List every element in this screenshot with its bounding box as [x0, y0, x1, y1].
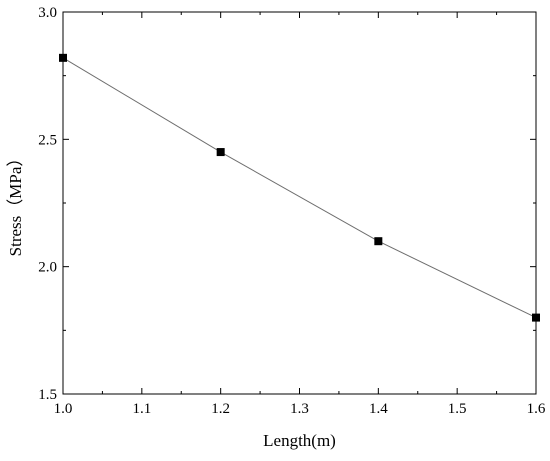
- series-line: [62, 57, 537, 319]
- data-point-marker: [216, 148, 225, 157]
- y-axis-label: Stress（MPa）: [6, 150, 25, 257]
- x-tick-label: 1.4: [369, 401, 388, 417]
- x-axis-ticks: 1.0 1.1 1.2 1.3 1.4 1.5 1.6: [54, 12, 546, 417]
- y-axis-ticks: 1.5 2.0 2.5 3.0: [38, 5, 536, 403]
- x-tick-label: 1.5: [448, 401, 467, 417]
- x-tick-label: 1.0: [54, 401, 73, 417]
- x-tick-label: 1.2: [211, 401, 230, 417]
- y-tick-label: 2.5: [38, 132, 57, 148]
- data-point-marker: [374, 237, 383, 246]
- x-tick-label: 1.1: [132, 401, 151, 417]
- plot-frame: [62, 11, 537, 395]
- x-tick-label: 1.3: [290, 401, 309, 417]
- y-tick-label: 1.5: [38, 387, 57, 403]
- y-tick-label: 2.0: [38, 260, 57, 276]
- x-tick-label: 1.6: [527, 401, 546, 417]
- x-axis-label: Length(m): [263, 431, 336, 450]
- series-layer: [59, 53, 540, 322]
- y-tick-label: 3.0: [38, 5, 57, 21]
